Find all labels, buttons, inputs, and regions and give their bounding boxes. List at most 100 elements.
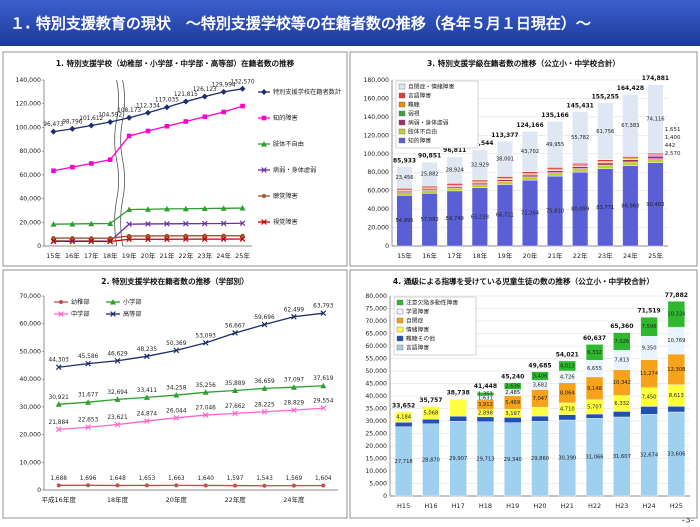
data-label: 48,235 [137,347,158,353]
bar-segment [396,188,413,191]
data-label: 6,655 [587,366,602,372]
marker [114,396,121,402]
marker [183,233,188,238]
chart-title: 3. 特別支援学級在籍者数の推移（公立小・中学校合計） [427,58,620,68]
legend-label: 学習障害 [406,308,429,316]
x-tick-label: 20年度 [166,495,188,504]
legend-label: 肢体不自由 [273,140,304,148]
marker [203,483,208,488]
data-label: 7,450 [642,395,657,401]
x-tick-label: H22 [588,502,601,510]
data-label: 108,173 [117,108,141,114]
marker [88,238,95,245]
marker [126,114,133,121]
y-tick-label: 80,000 [19,148,41,155]
marker [110,311,116,317]
data-label: 28,225 [254,402,275,408]
y-tick-label: 55,000 [365,356,387,363]
data-label: 1,696 [80,476,97,482]
marker [290,384,297,390]
marker [55,364,62,371]
x-tick-label: 24年度 [283,495,305,504]
data-label: 104,592 [98,112,122,118]
marker [220,236,227,242]
axis-break [116,80,123,250]
bar-segment [496,179,513,182]
data-label: 28,870 [422,457,440,463]
data-label: 4,184 [396,415,412,421]
x-tick-label: 18年 [103,251,118,260]
bar-segment [531,371,549,381]
marker [50,221,57,227]
data-label: 63,238 [471,214,489,220]
data-label: 29,713 [476,456,494,462]
y-tick-label: 100,000 [15,124,41,131]
chart-title: 1. 特別支援学校（幼稚部・小学部・中学部・高等部）在籍者数の推移 [56,58,295,68]
marker [221,109,226,115]
marker [220,88,227,95]
data-label: 3,912 [478,402,493,408]
bar-segment [597,162,614,166]
marker [239,220,246,227]
bar-segment [640,406,658,415]
data-label: 4,726 [560,374,575,380]
y-tick-label: 0 [383,493,387,500]
legend-box [393,296,477,356]
data-label: 112,334 [136,103,160,109]
data-label: 1,351 [478,392,493,398]
bar-segment [572,166,589,169]
y-tick-label: 20,000 [19,432,41,439]
marker [320,405,327,411]
data-label: 59,696 [254,315,275,321]
data-label: 1,543 [256,476,273,482]
data-label: 24,874 [137,412,158,418]
data-label: 126,123 [193,87,217,93]
y-tick-label: 140,000 [15,77,41,84]
legend-label: 弱視 [408,110,420,118]
x-tick-label: H16 [424,502,437,510]
bar-segment [496,176,513,179]
x-tick-label: 18年 [472,251,487,260]
marker [126,236,132,243]
marker [202,412,209,418]
y-tick-label: 0 [385,243,389,250]
total-label: 85,933 [393,157,416,164]
x-tick-label: H25 [670,502,683,510]
x-tick-label: 18年度 [107,495,129,504]
marker [240,103,245,109]
bar-segment [613,332,631,351]
y-tick-label: 10,000 [365,468,387,475]
y-tick-label: 40,000 [19,196,41,203]
bar-segment [547,172,564,177]
marker [69,220,76,227]
y-tick-label: 5,000 [369,481,387,488]
bar-segment [471,149,488,181]
data-label: 74,116 [646,116,664,122]
marker [182,98,189,105]
y-tick-label: 60,000 [367,188,389,195]
marker [55,401,62,407]
total-label: 174,881 [642,75,669,82]
y-tick-label: 10,000 [19,459,41,466]
x-tick-label: 16年 [422,251,437,260]
bar-segment [504,382,522,390]
data-label: 3,197 [505,411,520,417]
marker [163,104,170,111]
bar-segment [640,317,658,337]
bar-segment [667,301,686,328]
legend-box [395,80,479,149]
bar-segment [547,167,564,170]
legend-label: 中学部 [71,310,90,318]
data-label: 9,350 [642,345,657,351]
legend-label: 病弱・身体虚弱 [273,166,316,174]
x-tick-label: 21年 [548,251,563,260]
y-tick-label: 0 [37,487,41,494]
data-label: 29,860 [531,456,549,462]
data-label: 121,815 [174,92,198,98]
y-tick-label: 60,000 [19,172,41,179]
marker [70,164,75,170]
marker [163,205,170,212]
header-title: １. 特別支援教育の現状 ～特別支援学校等の在籍者数の推移（各年５月１日現在）～ [10,15,591,33]
marker [145,221,151,227]
x-tick-label: 15年 [46,251,61,260]
